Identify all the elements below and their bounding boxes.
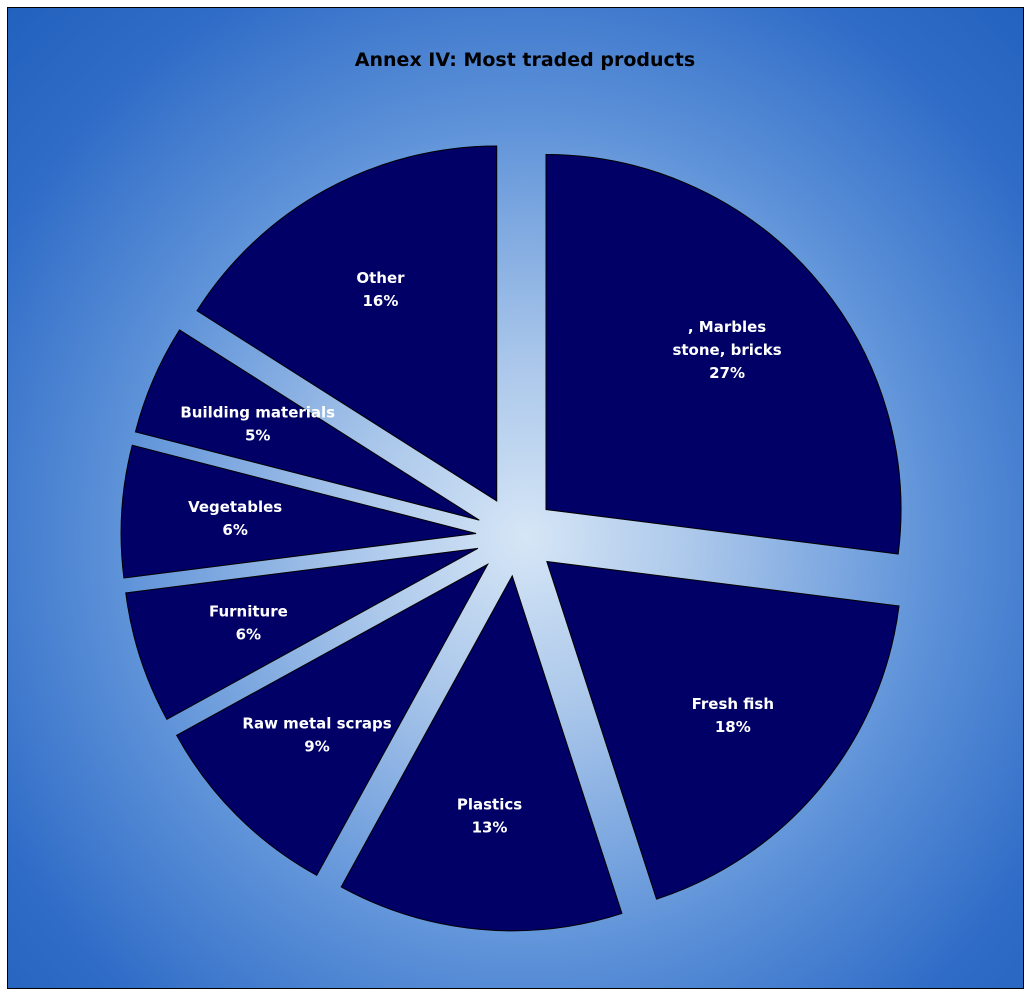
slice-percent: 6% bbox=[236, 625, 261, 643]
slice-label: Vegetables 6% bbox=[188, 498, 282, 539]
slice-percent: 18% bbox=[715, 718, 751, 736]
slice-label: Raw metal scraps 9% bbox=[242, 714, 391, 755]
pie-slices bbox=[120, 145, 902, 932]
slice-name: Plastics bbox=[457, 796, 522, 814]
pie-slice bbox=[120, 444, 477, 579]
pie-slice bbox=[125, 547, 479, 721]
chart-title: Annex IV: Most traded products bbox=[355, 49, 695, 71]
slice-label: Furniture 6% bbox=[209, 602, 288, 643]
slice-name: Vegetables bbox=[188, 498, 282, 516]
slice-name: stone, bricks bbox=[672, 341, 781, 359]
slice-label: , Marbles stone, bricks 27% bbox=[672, 318, 781, 382]
slice-name: Raw metal scraps bbox=[242, 714, 391, 732]
slice-name: Furniture bbox=[209, 602, 288, 620]
slice-label: Other 16% bbox=[356, 269, 405, 310]
slice-label: Plastics 13% bbox=[457, 796, 522, 837]
pie-slice bbox=[545, 154, 902, 555]
pie-labels: , Marbles stone, bricks 27% Fresh fish 18% Pl… bbox=[180, 269, 781, 837]
slice-name: Building materials bbox=[180, 404, 335, 422]
slice-percent: 27% bbox=[709, 364, 745, 382]
pie-slice bbox=[175, 563, 489, 877]
slice-name: Fresh fish bbox=[692, 695, 774, 713]
slice-percent: 13% bbox=[472, 819, 508, 837]
pie-slice bbox=[134, 329, 480, 521]
slice-name: Other bbox=[356, 269, 405, 287]
pie-slice bbox=[546, 560, 900, 900]
slice-percent: 5% bbox=[245, 427, 270, 445]
slice-percent: 16% bbox=[362, 292, 398, 310]
slice-percent: 9% bbox=[304, 737, 329, 755]
slice-label: Building materials 5% bbox=[180, 404, 335, 445]
slice-label: Fresh fish 18% bbox=[692, 695, 774, 736]
pie-slice bbox=[196, 145, 498, 502]
slice-name: , Marbles bbox=[688, 318, 766, 336]
pie-slice bbox=[340, 574, 623, 932]
slice-percent: 6% bbox=[222, 521, 247, 539]
